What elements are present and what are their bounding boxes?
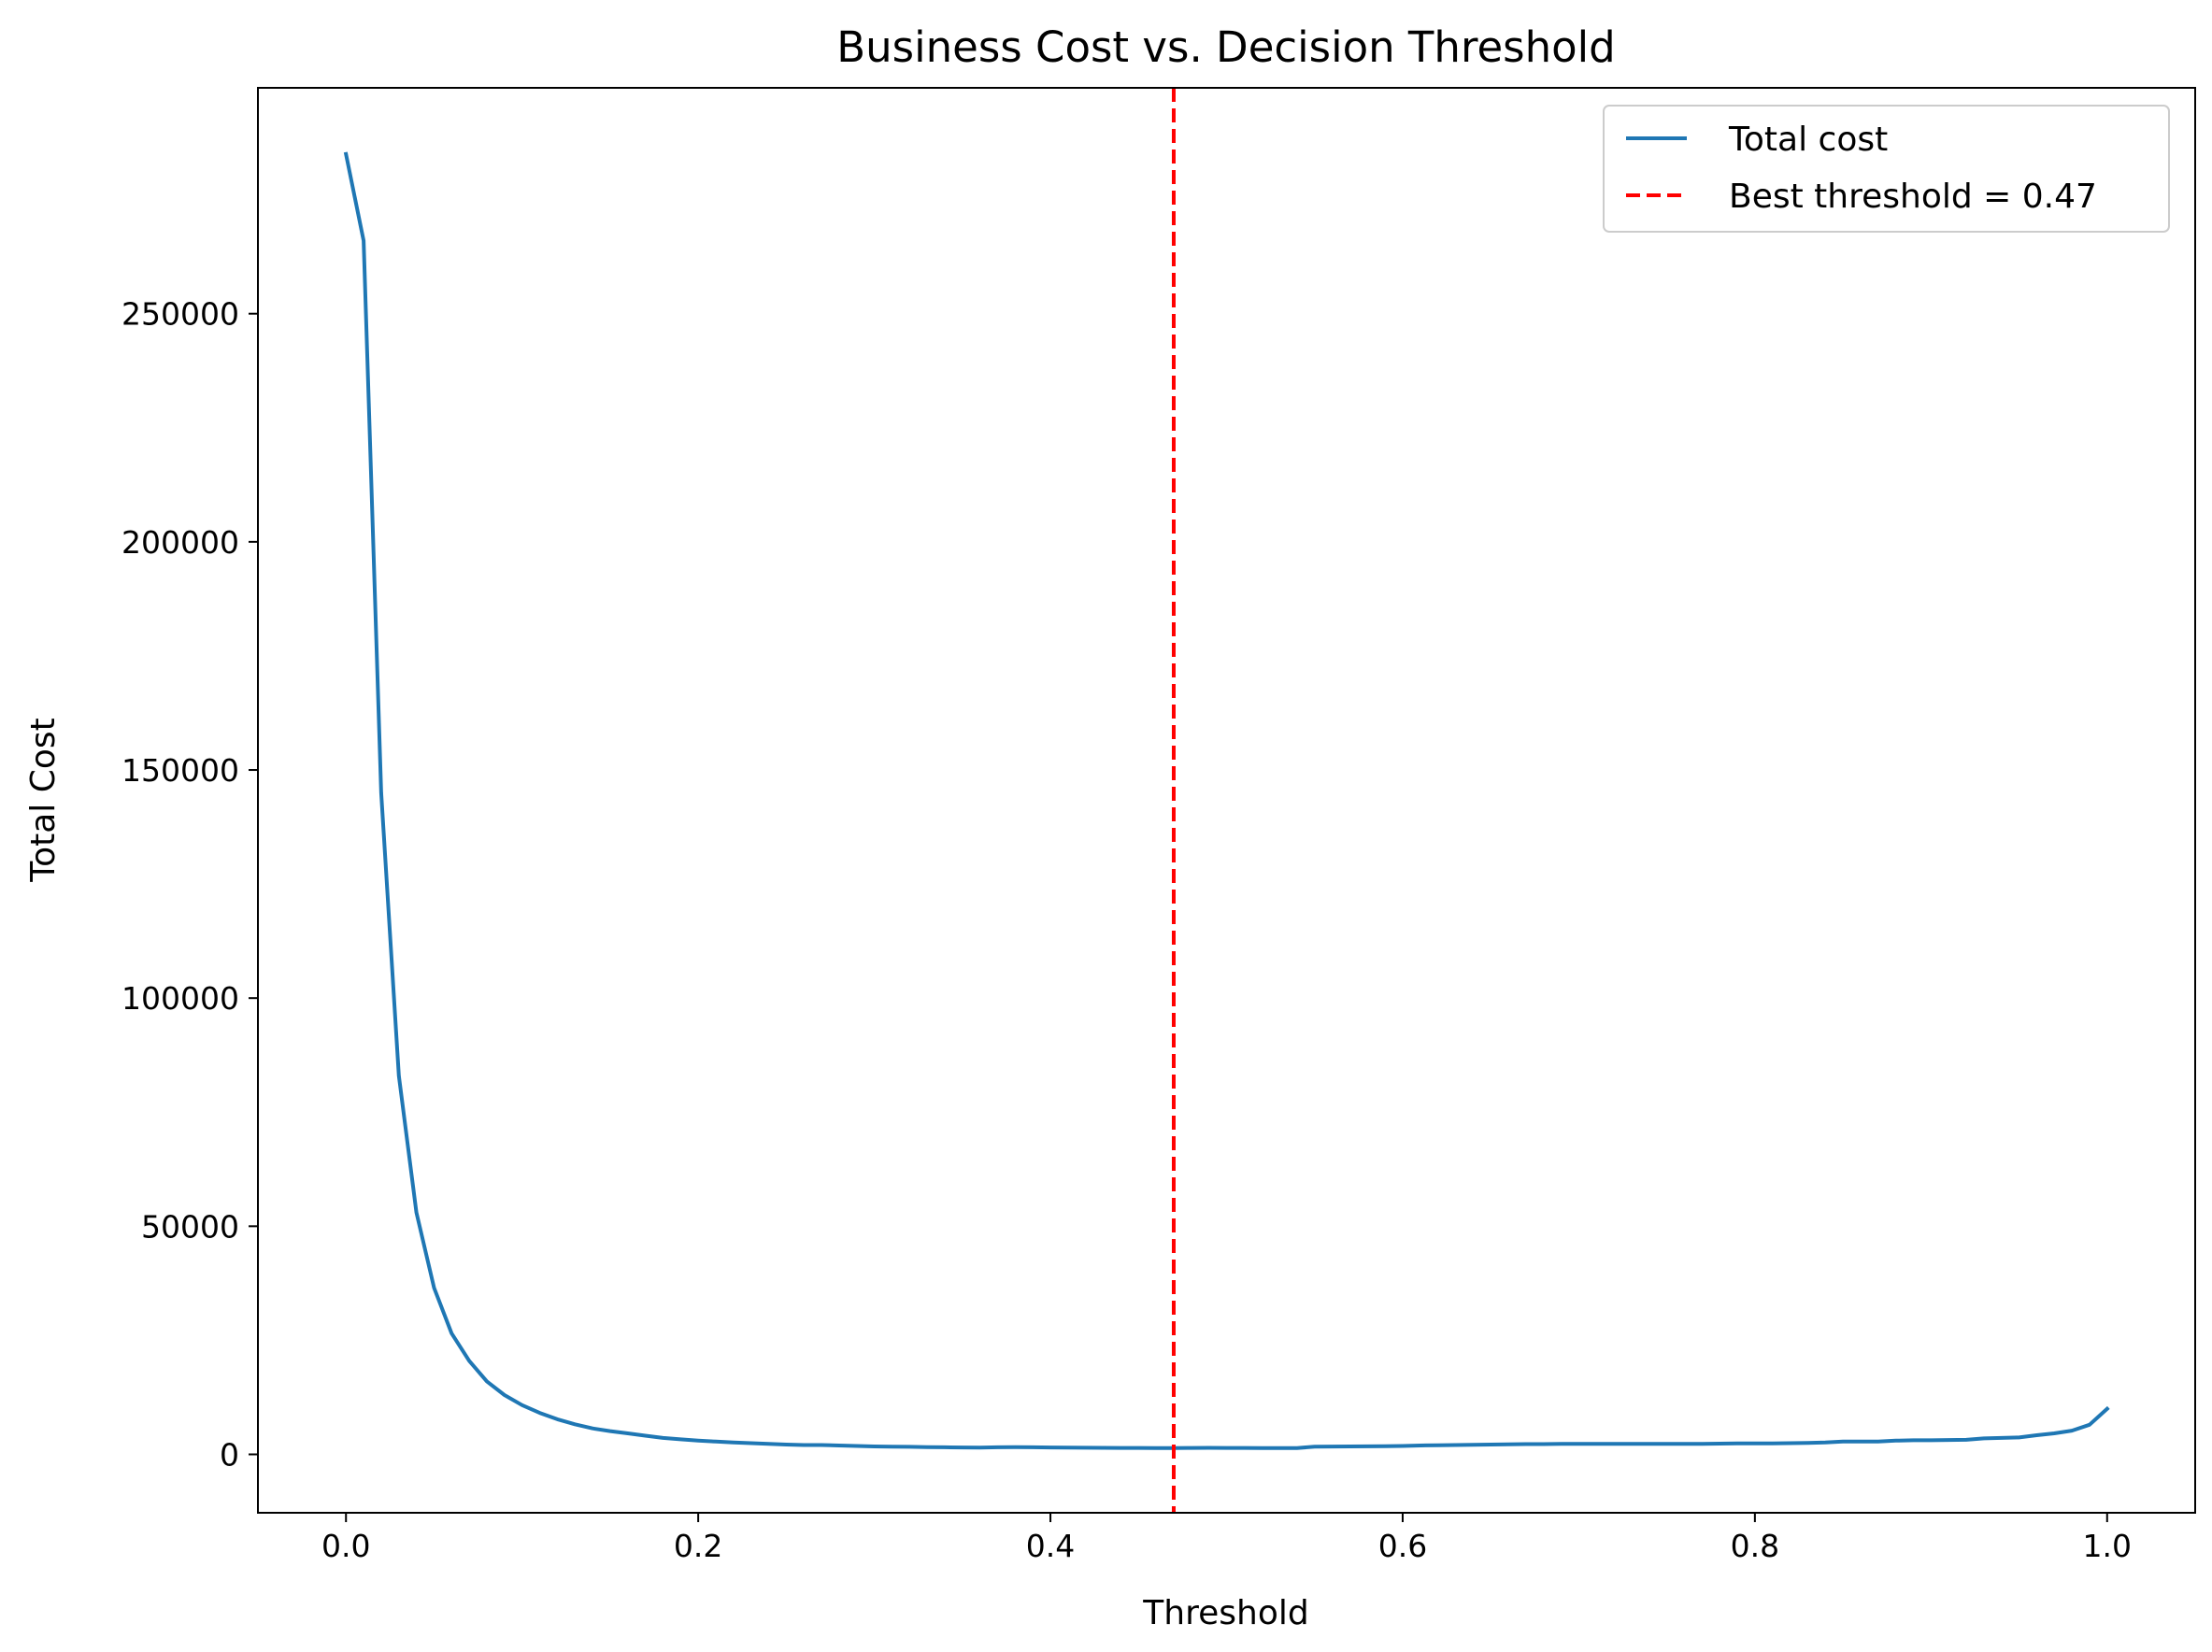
y-axis: 0 50000 100000 150000 200000 250000 (121, 296, 258, 1473)
x-tick-label: 0.4 (1026, 1528, 1075, 1564)
y-tick-label: 0 (220, 1436, 239, 1473)
x-tick-label: 0.6 (1378, 1528, 1427, 1564)
x-axis: 0.0 0.2 0.4 0.6 0.8 1.0 (321, 1513, 2132, 1564)
legend-label-total-cost: Total cost (1728, 121, 1888, 159)
total-cost-line (343, 151, 2110, 1450)
legend-box (1603, 105, 2170, 233)
y-tick-label: 250000 (121, 296, 239, 333)
x-tick-label: 0.0 (321, 1528, 370, 1564)
plot-frame (257, 87, 2196, 1514)
x-axis-label: Threshold (1142, 1594, 1308, 1632)
x-tick-label: 1.0 (2083, 1528, 2132, 1564)
plot-area (257, 87, 2196, 1514)
legend-label-best-threshold: Best threshold = 0.47 (1729, 178, 2097, 216)
y-tick-label: 200000 (121, 524, 239, 561)
chart-title: Business Cost vs. Decision Threshold (836, 22, 1615, 72)
x-tick-label: 0.8 (1731, 1528, 1779, 1564)
y-tick-label: 150000 (121, 752, 239, 789)
legend: Total cost Best threshold = 0.47 (1603, 105, 2170, 233)
plot-background (258, 88, 2195, 1513)
x-tick-label: 0.2 (674, 1528, 722, 1564)
y-tick-label: 50000 (141, 1208, 239, 1245)
series-layer (343, 88, 2110, 1513)
y-axis-label: Total Cost (24, 718, 63, 883)
y-tick-label: 100000 (121, 980, 239, 1017)
